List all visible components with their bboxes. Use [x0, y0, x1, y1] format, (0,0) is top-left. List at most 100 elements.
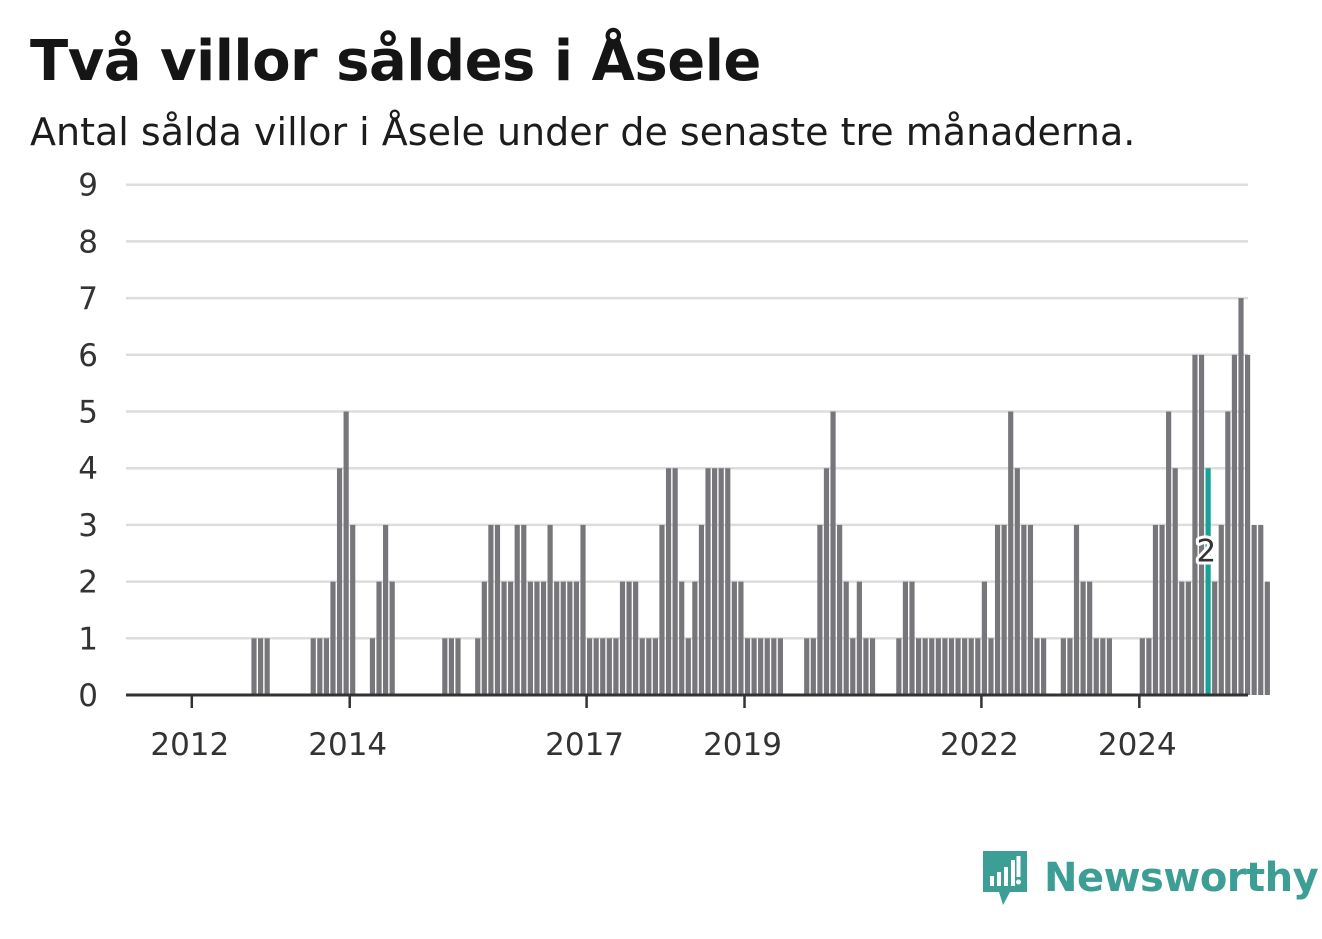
- bar: [1179, 581, 1185, 695]
- bar: [554, 581, 560, 695]
- bar: [929, 638, 935, 695]
- bar: [1198, 354, 1205, 695]
- bar: [494, 524, 501, 695]
- x-tick-label: 2014: [308, 727, 387, 763]
- bar: [1251, 524, 1257, 695]
- bar: [856, 581, 862, 695]
- bar: [1139, 638, 1145, 695]
- bar: [1008, 411, 1014, 695]
- bar: [646, 638, 652, 695]
- y-tick-label: 2: [78, 565, 98, 601]
- y-tick-label: 1: [78, 621, 98, 657]
- y-tick-label: 4: [78, 451, 98, 487]
- bar: [909, 581, 915, 695]
- bar: [817, 524, 823, 695]
- bar: [744, 638, 751, 695]
- bar: [626, 581, 632, 695]
- bar: [310, 638, 316, 695]
- brand-name: Newsworthy: [1044, 855, 1319, 901]
- bar: [1060, 638, 1066, 695]
- bar: [475, 638, 481, 695]
- bar: [527, 581, 533, 695]
- bar: [264, 638, 270, 695]
- bar: [1014, 468, 1020, 695]
- bar: [777, 638, 783, 695]
- bar: [1185, 581, 1191, 695]
- bar: [843, 581, 849, 695]
- bar: [251, 638, 257, 695]
- bar: [514, 524, 520, 695]
- bar: [442, 638, 448, 695]
- bar: [501, 581, 507, 695]
- bar: [1166, 411, 1172, 695]
- bar: [1231, 354, 1238, 695]
- bar: [1041, 638, 1047, 695]
- bar: [455, 638, 461, 695]
- highlight-data-label: 2: [1197, 534, 1217, 570]
- bar: [369, 638, 376, 695]
- bar: [679, 581, 685, 695]
- bar: [869, 638, 876, 695]
- bar: [1245, 354, 1251, 695]
- bar: [343, 411, 349, 695]
- bar: [1258, 524, 1264, 695]
- bar: [685, 638, 691, 695]
- bar: [1067, 638, 1073, 695]
- bar: [725, 468, 731, 695]
- bar: [738, 581, 744, 695]
- bar: [383, 524, 389, 695]
- bar: [593, 638, 599, 695]
- bar: [1264, 581, 1270, 695]
- y-tick-label: 3: [78, 508, 98, 544]
- bar: [560, 581, 566, 695]
- bar: [633, 581, 639, 695]
- y-tick-label: 0: [78, 678, 98, 714]
- bar: [448, 638, 454, 695]
- bar: [1093, 638, 1099, 695]
- bar: [613, 638, 619, 695]
- bar: [323, 638, 329, 695]
- bar: [1172, 468, 1178, 695]
- bar: [751, 638, 757, 695]
- bar: [804, 638, 810, 695]
- bar: [1001, 524, 1007, 695]
- bar: [731, 581, 737, 695]
- x-tick-label: 2017: [545, 727, 624, 763]
- bar: [1152, 524, 1159, 695]
- bar: [823, 468, 830, 695]
- x-tick-label: 2024: [1098, 727, 1177, 763]
- bar: [994, 524, 1001, 695]
- bar: [330, 581, 336, 695]
- bar: [659, 524, 665, 695]
- bar: [975, 638, 981, 695]
- bar: [837, 524, 843, 695]
- bar: [1238, 298, 1244, 695]
- bar: [948, 638, 955, 695]
- y-tick-label: 6: [78, 338, 98, 374]
- bar: [606, 638, 612, 695]
- bar: [1146, 638, 1152, 695]
- bar: [652, 638, 658, 695]
- bar: [935, 638, 941, 695]
- bar: [916, 638, 922, 695]
- bar: [672, 468, 678, 695]
- bar: [764, 638, 770, 695]
- bar: [619, 581, 626, 695]
- bar: [922, 638, 928, 695]
- x-tick-label: 2019: [703, 727, 782, 763]
- bar: [508, 581, 514, 695]
- bar: [587, 638, 593, 695]
- bar: [567, 581, 573, 695]
- bar: [942, 638, 948, 695]
- bar-highlight: [1205, 468, 1211, 695]
- bar: [1106, 638, 1112, 695]
- bar: [902, 581, 909, 695]
- y-tick-label: 7: [78, 281, 98, 317]
- bar: [1087, 581, 1093, 695]
- bar: [580, 524, 586, 695]
- bar: [350, 524, 356, 695]
- x-tick-label: 2022: [940, 727, 1019, 763]
- bar: [1034, 638, 1040, 695]
- bar: [1159, 524, 1165, 695]
- bar: [718, 468, 724, 695]
